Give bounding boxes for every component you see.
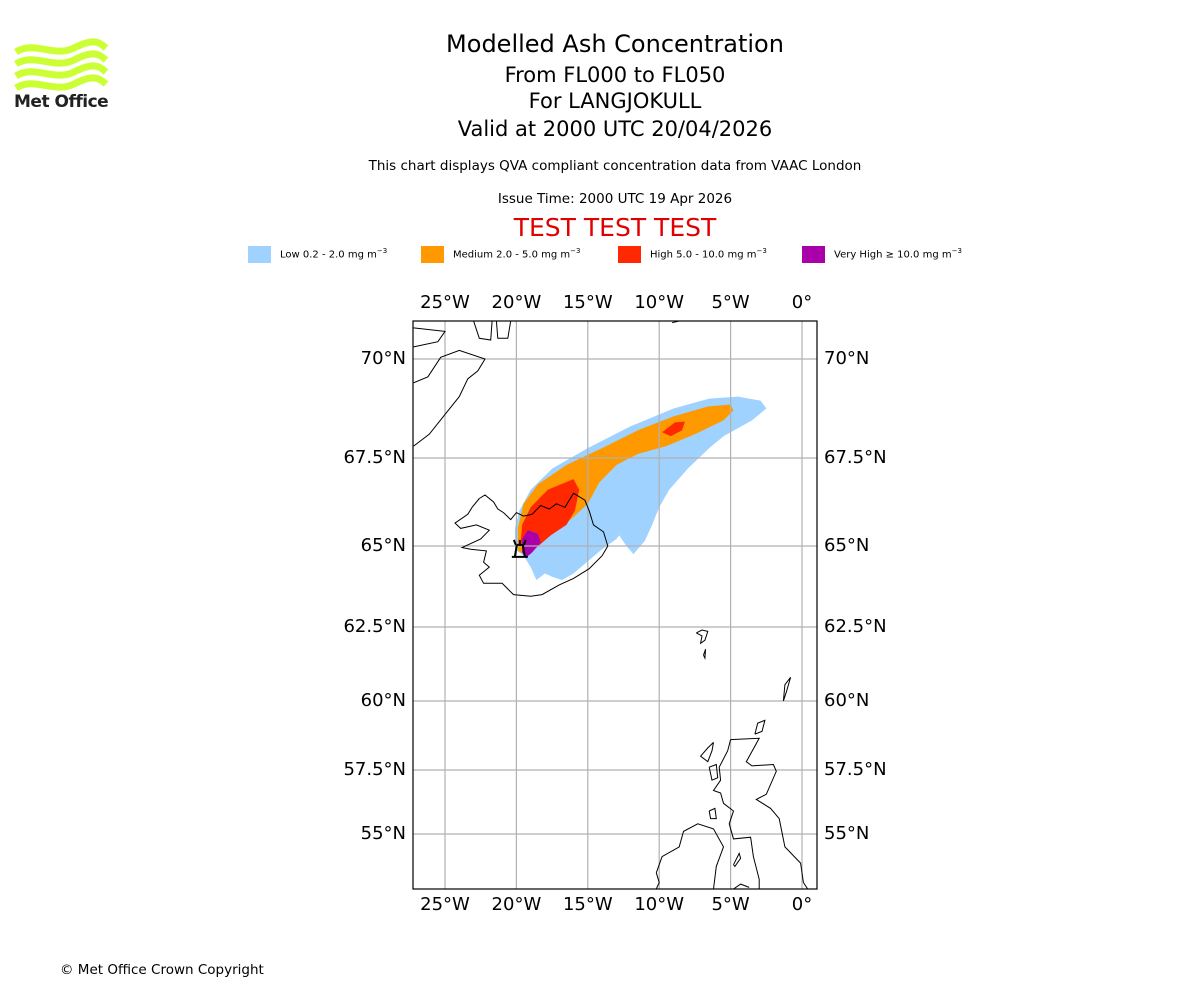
legend-label-medium: Medium 2.0 - 5.0 mg m bbox=[453, 249, 571, 261]
coastline-iceland bbox=[454, 492, 609, 597]
lat-tick-label-left: 70°N bbox=[360, 348, 406, 369]
flight-level-range: From FL000 to FL050 bbox=[504, 63, 726, 87]
ash-area-medium bbox=[517, 404, 734, 556]
lon-tick-label-bottom: 25°W bbox=[420, 894, 470, 915]
legend-unit-exp: −3 bbox=[951, 247, 962, 256]
coastline-orkney bbox=[754, 719, 766, 735]
map-frame bbox=[412, 320, 818, 890]
legend: Low 0.2 - 2.0 mg m−3 Medium 2.0 - 5.0 mg… bbox=[0, 244, 1200, 264]
coastline-ireland-north bbox=[655, 823, 725, 889]
logo-wave bbox=[14, 62, 109, 80]
volcano-name: For LANGJOKULL bbox=[528, 89, 702, 113]
coastline-scotland bbox=[712, 737, 809, 889]
volcano-icon bbox=[511, 539, 528, 558]
test-banner: TEST TEST TEST bbox=[513, 213, 717, 242]
lon-tick-label-top: 0° bbox=[791, 292, 813, 313]
logo-wave bbox=[14, 74, 109, 92]
lat-tick-label-left: 62.5°N bbox=[343, 616, 406, 637]
lat-tick-label-right: 57.5°N bbox=[824, 759, 887, 780]
chart-title: Modelled Ash Concentration bbox=[446, 30, 784, 58]
lon-tick-label-bottom: 20°W bbox=[491, 894, 542, 915]
lon-tick-label-top: 15°W bbox=[562, 292, 613, 313]
lat-tick-label-right: 60°N bbox=[824, 690, 870, 711]
legend-label-high: High 5.0 - 10.0 mg m bbox=[650, 249, 757, 261]
logo-wave bbox=[14, 50, 109, 68]
legend-item-low: Low 0.2 - 2.0 mg m−3 bbox=[248, 244, 387, 264]
ash-area-high bbox=[662, 421, 685, 437]
legend-swatch-low bbox=[248, 245, 271, 263]
coastline-greenland-fjord bbox=[413, 327, 446, 348]
lat-tick-label-left: 57.5°N bbox=[343, 759, 406, 780]
lon-tick-label-bottom: 0° bbox=[791, 894, 813, 915]
coastline-wales bbox=[733, 883, 750, 889]
lat-tick-label-right: 67.5°N bbox=[824, 447, 887, 468]
legend-unit-exp: −3 bbox=[570, 247, 581, 256]
coastline-greenland-north2 bbox=[495, 321, 512, 339]
legend-item-very-high: Very High ≥ 10.0 mg m−3 bbox=[802, 244, 962, 264]
issue-time: Issue Time: 2000 UTC 19 Apr 2026 bbox=[497, 191, 733, 207]
gridlines bbox=[413, 321, 817, 889]
coastline-islay bbox=[708, 807, 717, 820]
coastlines bbox=[413, 321, 809, 889]
lat-tick-label-right: 65°N bbox=[824, 535, 870, 556]
legend-swatch-very-high bbox=[802, 245, 825, 263]
legend-label-low: Low 0.2 - 2.0 mg m bbox=[280, 249, 377, 261]
lon-tick-label-bottom: 15°W bbox=[562, 894, 613, 915]
met-office-logo bbox=[14, 38, 109, 92]
coastline-skye-mull bbox=[708, 763, 719, 781]
coastline-greenland-north bbox=[473, 321, 493, 341]
ash-layer bbox=[515, 396, 767, 580]
legend-item-medium: Medium 2.0 - 5.0 mg m−3 bbox=[421, 244, 580, 264]
chart-subtitle: This chart displays QVA compliant concen… bbox=[368, 158, 862, 174]
legend-swatch-high bbox=[618, 245, 641, 263]
coastline-ireland-west bbox=[655, 872, 660, 889]
lat-tick-label-right: 70°N bbox=[824, 348, 870, 369]
lon-tick-label-bottom: 5°W bbox=[711, 894, 750, 915]
legend-label-very-high: Very High ≥ 10.0 mg m bbox=[834, 249, 952, 261]
ash-area-very-high bbox=[522, 530, 541, 558]
legend-unit-exp: −3 bbox=[756, 247, 767, 256]
lat-tick-label-left: 60°N bbox=[360, 690, 406, 711]
volcano-marker-layer bbox=[511, 539, 528, 558]
coastline-faroe-south bbox=[703, 649, 707, 661]
lat-tick-label-right: 62.5°N bbox=[824, 616, 887, 637]
legend-swatch-medium bbox=[421, 245, 444, 263]
copyright: © Met Office Crown Copyright bbox=[60, 962, 264, 978]
legend-item-high: High 5.0 - 10.0 mg m−3 bbox=[618, 244, 767, 264]
coastline-shetland bbox=[782, 676, 792, 702]
coastline-faroe bbox=[696, 629, 709, 645]
lat-tick-label-left: 65°N bbox=[360, 535, 406, 556]
legend-unit-exp: −3 bbox=[376, 247, 388, 256]
lon-tick-label-top: 10°W bbox=[634, 292, 685, 313]
ash-area-low bbox=[515, 396, 767, 580]
met-office-logo-text: Met Office bbox=[14, 92, 109, 112]
coastline-iom bbox=[733, 852, 742, 868]
lat-tick-label-right: 55°N bbox=[824, 823, 870, 844]
coastline-lewis bbox=[699, 742, 714, 763]
lon-tick-label-bottom: 10°W bbox=[634, 894, 685, 915]
lat-tick-label-left: 67.5°N bbox=[343, 447, 406, 468]
lon-tick-label-top: 25°W bbox=[420, 292, 470, 313]
lon-tick-label-top: 5°W bbox=[711, 292, 750, 313]
valid-time: Valid at 2000 UTC 20/04/2026 bbox=[457, 117, 773, 141]
coastline-greenland bbox=[413, 349, 486, 447]
lat-tick-label-left: 55°N bbox=[360, 823, 406, 844]
lon-tick-label-top: 20°W bbox=[491, 292, 542, 313]
logo-wave bbox=[14, 38, 109, 56]
